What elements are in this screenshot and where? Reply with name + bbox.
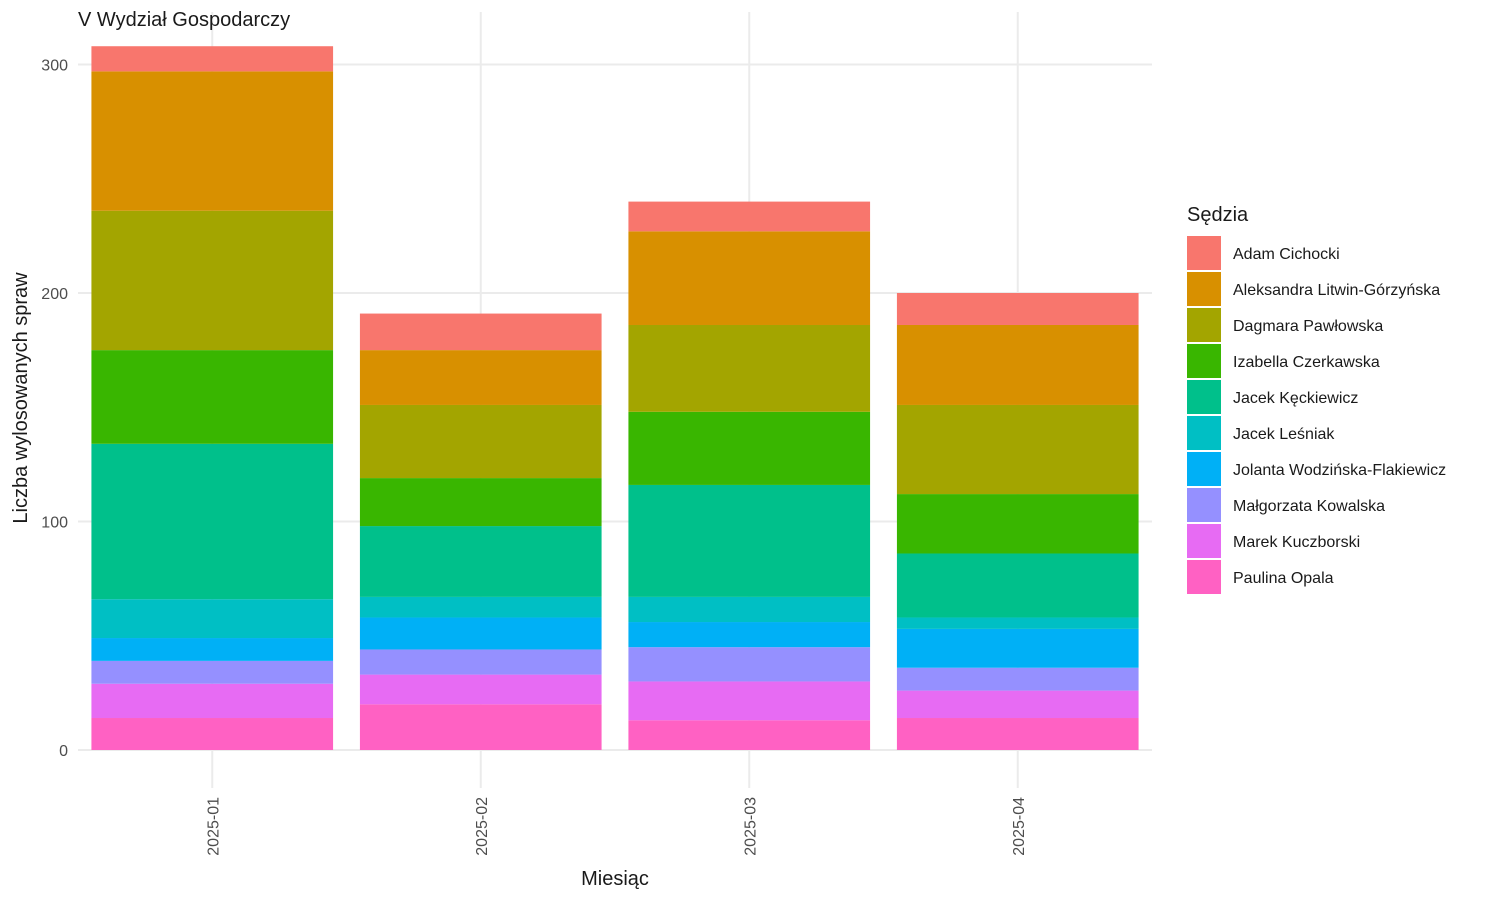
x-tick-label: 2025-04 (1011, 797, 1028, 856)
bar-segment (91, 46, 334, 72)
y-tick-label: 200 (41, 286, 68, 303)
legend-key (1187, 524, 1221, 558)
bar-segment (896, 718, 1139, 750)
legend-label: Dagmara Pawłowska (1233, 318, 1383, 335)
legend-key (1187, 416, 1221, 450)
legend-label: Paulina Opala (1233, 570, 1334, 587)
bar-segment (91, 683, 334, 719)
legend: Sędzia Adam Cichocki Aleksandra Litwin-Gó… (1187, 204, 1446, 594)
bar-segment (896, 293, 1139, 325)
bar-segment (628, 622, 871, 648)
bar-segment (628, 681, 871, 721)
legend-label: Aleksandra Litwin-Górzyńska (1233, 282, 1440, 299)
x-tick-label: 2025-03 (742, 797, 759, 856)
bar-segment (628, 411, 871, 485)
legend-key (1187, 308, 1221, 342)
bar-segment (359, 350, 602, 405)
legend-label: Jacek Leśniak (1233, 426, 1335, 443)
x-tick-label: 2025-02 (474, 797, 491, 856)
y-axis-ticks: 0 100 200 300 (41, 58, 68, 761)
bar-segment (359, 596, 602, 618)
bar-segment (628, 324, 871, 412)
bar-segment (359, 404, 602, 479)
bar-segment (359, 649, 602, 675)
bar-segment (896, 690, 1139, 719)
bar-segment (359, 704, 602, 750)
bar-segment (896, 667, 1139, 691)
bar-segment (91, 443, 334, 600)
bar-segment (628, 201, 871, 232)
bar-segment (628, 647, 871, 682)
bar-segment (91, 71, 334, 211)
legend-key (1187, 272, 1221, 306)
legend-label: Marek Kuczborski (1233, 534, 1360, 551)
bars (91, 46, 1139, 750)
legend-title: Sędzia (1187, 204, 1249, 226)
legend-key (1187, 344, 1221, 378)
y-axis-title: Liczba wylosowanych spraw (10, 272, 32, 524)
bar-segment (628, 596, 871, 623)
bar-segment (359, 526, 602, 597)
bar-segment (628, 720, 871, 750)
bar-segment (91, 660, 334, 684)
bar-segment (359, 478, 602, 527)
bar-segment (896, 553, 1139, 618)
bar-segment (896, 404, 1139, 495)
x-axis-title: Miesiąc (581, 868, 649, 890)
bar-segment (91, 350, 334, 444)
bar-segment (359, 674, 602, 705)
bar-segment (628, 484, 871, 597)
legend-label: Jacek Kęckiewicz (1233, 390, 1358, 407)
legend-key (1187, 452, 1221, 486)
bar-segment (896, 494, 1139, 554)
bar-segment (91, 210, 334, 351)
x-tick-label: 2025-01 (205, 797, 222, 856)
bar-segment (359, 617, 602, 650)
bar-segment (896, 617, 1139, 629)
y-tick-label: 0 (59, 743, 68, 760)
y-tick-label: 300 (41, 58, 68, 75)
bar-segment (896, 324, 1139, 405)
legend-key (1187, 488, 1221, 522)
bar-segment (91, 599, 334, 639)
legend-label: Małgorzata Kowalska (1233, 498, 1385, 515)
legend-key (1187, 380, 1221, 414)
bar-segment (359, 313, 602, 351)
legend-label: Jolanta Wodzińska-Flakiewicz (1233, 462, 1446, 479)
legend-label: Izabella Czerkawska (1233, 354, 1380, 371)
bar-segment (896, 628, 1139, 668)
bar-segment (91, 718, 334, 750)
x-axis-ticks: 2025-01 2025-02 2025-03 2025-04 (205, 797, 1028, 856)
legend-label: Adam Cichocki (1233, 246, 1340, 263)
legend-key (1187, 560, 1221, 594)
y-tick-label: 100 (41, 515, 68, 532)
chart-title: V Wydział Gospodarczy (78, 9, 290, 31)
bar-segment (628, 231, 871, 325)
legend-key (1187, 236, 1221, 270)
bar-segment (91, 638, 334, 661)
